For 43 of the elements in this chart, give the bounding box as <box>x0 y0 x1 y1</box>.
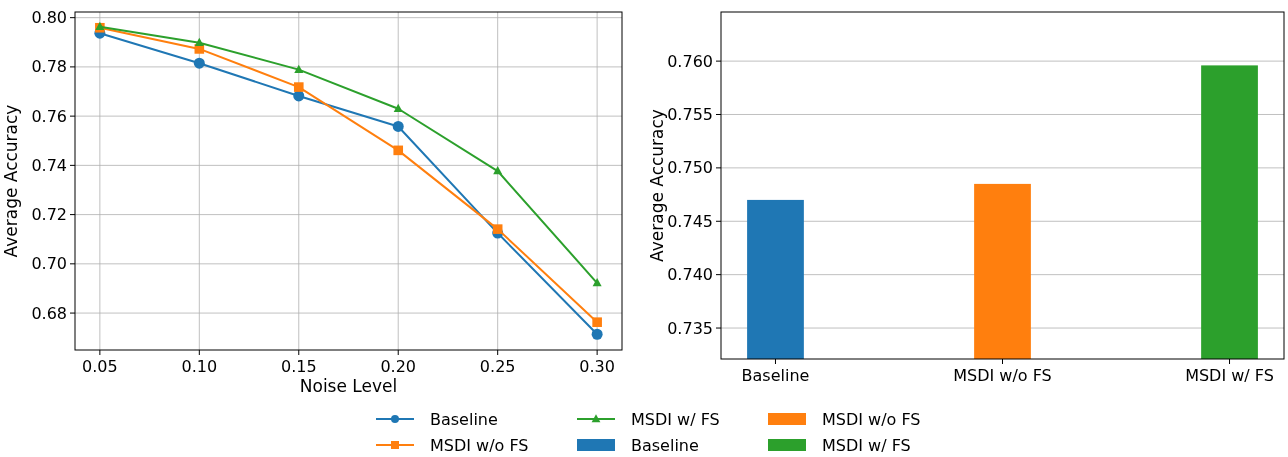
legend-label: MSDI w/o FS <box>430 435 529 455</box>
y-tick-label: 0.68 <box>31 303 67 323</box>
point <box>591 328 603 340</box>
point <box>294 64 304 73</box>
x-axis-title: Noise Level <box>299 376 398 396</box>
point <box>393 103 403 113</box>
y-tick-label: 0.72 <box>31 205 67 225</box>
y-tick-label: 0.78 <box>31 57 67 77</box>
legend-label: Baseline <box>631 435 699 455</box>
y-axis-title: Average Accuracy <box>647 109 667 262</box>
point <box>493 166 503 175</box>
point <box>392 120 404 132</box>
x-tick-label: MSDI w/ FS <box>1185 366 1274 385</box>
x-tick-label: Baseline <box>741 366 810 385</box>
y-tick-label: 0.760 <box>667 51 713 71</box>
x-tick-label: 0.20 <box>380 357 417 376</box>
x-tick-label: 0.05 <box>82 357 118 376</box>
point <box>592 317 602 327</box>
point <box>193 57 205 69</box>
y-tick-label: 0.70 <box>31 254 67 274</box>
y-tick-label: 0.745 <box>667 211 713 231</box>
y-tick-label: 0.74 <box>31 155 67 175</box>
point <box>492 224 503 234</box>
x-tick-label: 0.15 <box>280 357 317 376</box>
y-tick-label: 0.750 <box>667 158 713 178</box>
y-tick-label: 0.80 <box>31 8 67 28</box>
y-tick-label: 0.735 <box>667 318 713 338</box>
y-tick-label: 0.76 <box>31 106 67 126</box>
x-tick-label: MSDI w/o FS <box>953 366 1052 385</box>
x-tick-label: 0.10 <box>181 357 218 376</box>
y-axis-title: Average Accuracy <box>1 104 21 258</box>
point <box>592 278 602 287</box>
x-tick-label: 0.30 <box>579 357 615 376</box>
legend-label: MSDI w/o FS <box>822 409 921 429</box>
legend-label: MSDI w/ FS <box>631 409 720 429</box>
legend-label: MSDI w/ FS <box>822 435 911 455</box>
legend-label: Baseline <box>430 409 498 429</box>
y-tick-label: 0.740 <box>667 265 713 285</box>
point <box>293 82 304 92</box>
point <box>194 37 204 47</box>
x-tick-label: 0.25 <box>479 357 516 376</box>
y-tick-label: 0.755 <box>667 105 713 125</box>
point <box>393 145 404 156</box>
